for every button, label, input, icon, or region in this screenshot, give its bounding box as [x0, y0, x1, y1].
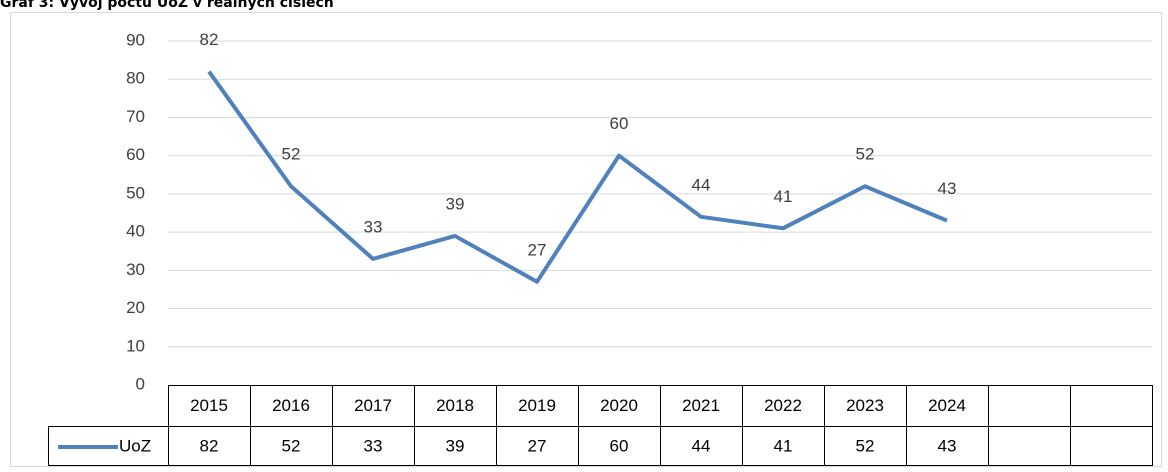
x-tick-label: 2021 [682, 396, 720, 415]
chart-frame [10, 12, 1162, 467]
table-value: 43 [938, 436, 957, 455]
chart-title: Graf 3: Vývoj počtu UoZ v reálných čísle… [0, 0, 334, 11]
data-label: 52 [856, 145, 875, 164]
table-value: 39 [446, 436, 465, 455]
y-tick-label: 40 [126, 222, 145, 241]
x-tick-label: 2015 [190, 396, 228, 415]
y-tick-label: 70 [126, 107, 145, 126]
data-label: 52 [282, 145, 301, 164]
table-value: 41 [774, 436, 793, 455]
y-tick-label: 50 [126, 183, 145, 202]
x-tick-label: 2020 [600, 396, 638, 415]
y-tick-label: 80 [126, 69, 145, 88]
table-value: 52 [282, 436, 301, 455]
table-value: 33 [364, 436, 383, 455]
table-value: 60 [610, 436, 629, 455]
legend-label: UoZ [119, 436, 151, 455]
data-label: 27 [528, 240, 547, 259]
data-label: 44 [692, 175, 711, 194]
x-tick-label: 2018 [436, 396, 474, 415]
y-tick-label: 90 [126, 30, 145, 49]
x-tick-label: 2023 [846, 396, 884, 415]
data-label: 82 [200, 30, 219, 49]
data-label: 43 [938, 179, 957, 198]
x-tick-label: 2017 [354, 396, 392, 415]
data-label: 39 [446, 194, 465, 213]
table-value: 44 [692, 436, 711, 455]
data-label: 33 [364, 217, 383, 236]
y-tick-label: 10 [126, 336, 145, 355]
x-tick-label: 2019 [518, 396, 556, 415]
y-tick-label: 30 [126, 260, 145, 279]
table-value: 27 [528, 436, 547, 455]
y-tick-label: 60 [126, 145, 145, 164]
table-value: 82 [200, 436, 219, 455]
title-band [0, 0, 600, 12]
data-label: 60 [610, 114, 629, 133]
series-line [207, 70, 948, 284]
x-tick-label: 2016 [272, 396, 310, 415]
data-label: 41 [774, 187, 793, 206]
y-tick-label: 0 [136, 374, 145, 393]
y-tick-label: 20 [126, 298, 145, 317]
x-tick-label: 2022 [764, 396, 802, 415]
table-value: 52 [856, 436, 875, 455]
x-tick-label: 2024 [928, 396, 966, 415]
